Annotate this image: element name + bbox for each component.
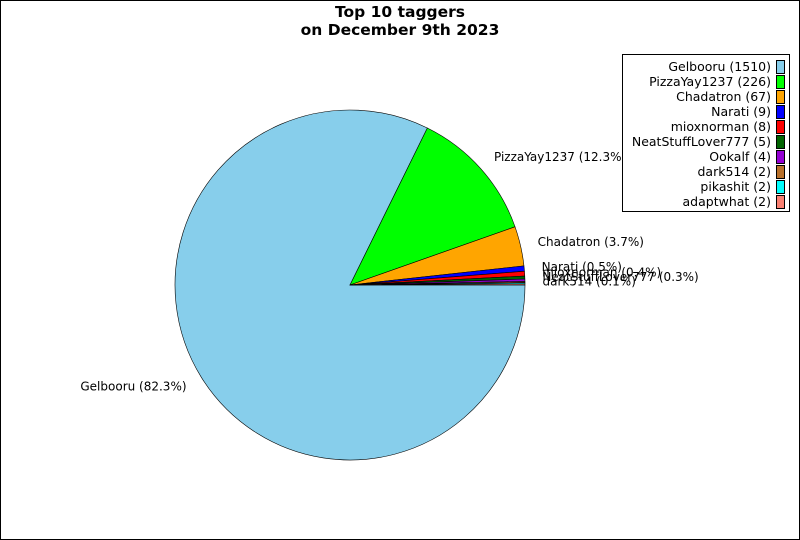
- legend-item-pizzayay1237: PizzaYay1237 (226): [649, 74, 785, 89]
- legend-item-adaptwhat: adaptwhat (2): [683, 194, 785, 209]
- legend-item-neatstufflover777: NeatStuffLover777 (5): [632, 134, 785, 149]
- legend-swatch: [776, 89, 785, 104]
- legend-label: Gelbooru (1510): [668, 59, 771, 74]
- legend-swatch: [776, 149, 785, 164]
- legend-item-ookalf: Ookalf (4): [709, 149, 785, 164]
- legend-item-narati: Narati (9): [711, 104, 785, 119]
- chart-title-line-1: Top 10 taggers: [334, 3, 466, 21]
- legend-swatch: [776, 59, 785, 74]
- legend-label: pikashit (2): [700, 179, 771, 194]
- legend-swatch: [776, 104, 785, 119]
- legend-label: Chadatron (67): [676, 89, 771, 104]
- pie-slice-pizzayay1237: [349, 127, 516, 286]
- legend-swatch: [776, 164, 785, 179]
- slice-label-narati: Narati (0.5%): [542, 260, 622, 274]
- legend-label: dark514 (2): [697, 164, 771, 179]
- slice-label-pizzayay1237: PizzaYay1237 (12.3%): [494, 150, 626, 164]
- chart-title-line-2: on December 9th 2023: [300, 21, 500, 39]
- slice-label-mioxnorman: mioxnorman (0.4%): [542, 265, 661, 279]
- legend-label: Narati (9): [711, 104, 771, 119]
- legend-item-pikashit: pikashit (2): [700, 179, 785, 194]
- slice-label-chadatron: Chadatron (3.7%): [538, 235, 644, 249]
- slice-label-neatstufflover777: NeatStuffLover777 (0.3%): [542, 270, 698, 284]
- chart-title: Top 10 taggers on December 9th 2023: [0, 3, 800, 39]
- legend-label: mioxnorman (8): [670, 119, 771, 134]
- legend-label: NeatStuffLover777 (5): [631, 134, 771, 149]
- legend-swatch: [776, 194, 785, 209]
- legend-item-mioxnorman: mioxnorman (8): [671, 119, 785, 134]
- legend-label: PizzaYay1237 (226): [649, 74, 771, 89]
- legend-label: Ookalf (4): [709, 149, 771, 164]
- legend-item-gelbooru: Gelbooru (1510): [668, 59, 785, 74]
- chart-legend: Gelbooru (1510) PizzaYay1237 (226) Chadatr…: [622, 54, 790, 212]
- legend-swatch: [776, 179, 785, 194]
- legend-swatch: [776, 119, 785, 134]
- slice-label-gelbooru: Gelbooru (82.3%): [80, 380, 186, 394]
- legend-item-chadatron: Chadatron (67): [676, 89, 785, 104]
- slice-label-dark514: dark514 (0.1%): [542, 275, 635, 289]
- legend-item-dark514: dark514 (2): [697, 164, 785, 179]
- pie-slice-adaptwhat: [349, 283, 526, 286]
- legend-swatch: [776, 134, 785, 149]
- legend-swatch: [776, 74, 785, 89]
- legend-label: adaptwhat (2): [682, 194, 771, 209]
